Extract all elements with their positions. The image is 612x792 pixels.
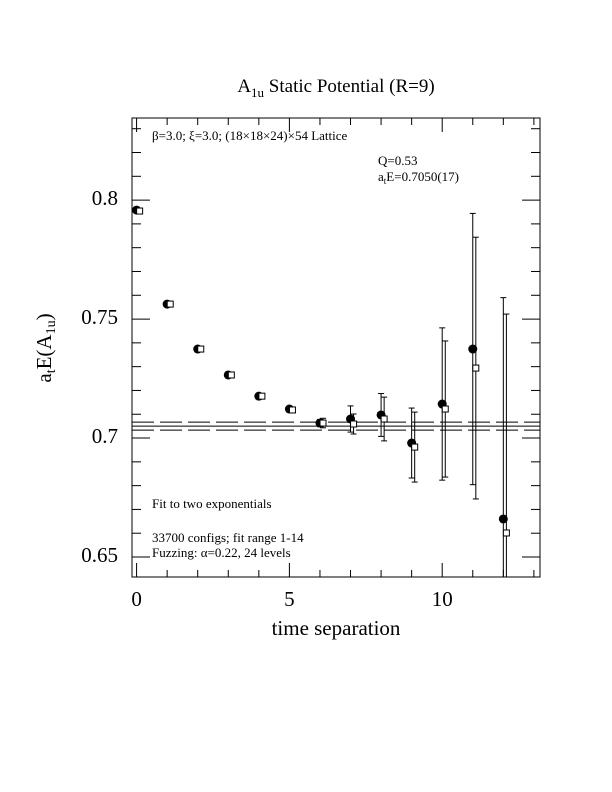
y-tick-label: 0.65 xyxy=(81,543,118,567)
point xyxy=(411,443,419,451)
x-tick-label: 10 xyxy=(432,587,453,611)
annotation: atE=0.7050(17) xyxy=(378,169,459,186)
annotation: 33700 configs; fit range 1-14 xyxy=(152,530,304,545)
point xyxy=(502,529,510,537)
point xyxy=(227,371,235,379)
point xyxy=(319,419,327,427)
annotation: Fuzzing: α=0.22, 24 levels xyxy=(152,545,291,560)
point xyxy=(498,514,508,524)
annotation: Fit to two exponentials xyxy=(152,496,272,511)
point xyxy=(472,364,480,372)
point xyxy=(441,405,449,413)
point xyxy=(136,207,144,215)
y-tick-label: 0.7 xyxy=(92,424,118,448)
plot-frame xyxy=(131,117,541,578)
point xyxy=(288,406,296,414)
point xyxy=(468,344,478,354)
y-axis-label: atE(A1u) xyxy=(32,313,59,382)
y-tick-label: 0.8 xyxy=(92,186,118,210)
point xyxy=(258,392,266,400)
y-tick-label: 0.75 xyxy=(81,305,118,329)
point xyxy=(380,415,388,423)
chart-title: A1u Static Potential (R=9) xyxy=(237,76,434,100)
annotation: β=3.0; ξ=3.0; (18×18×24)×54 Lattice xyxy=(152,128,348,143)
point xyxy=(197,345,205,353)
annotation: Q=0.53 xyxy=(378,153,417,168)
x-tick-label: 5 xyxy=(284,587,295,611)
point xyxy=(350,420,358,428)
x-axis-label: time separation xyxy=(272,616,401,640)
point xyxy=(166,300,174,308)
x-tick-label: 0 xyxy=(131,587,142,611)
